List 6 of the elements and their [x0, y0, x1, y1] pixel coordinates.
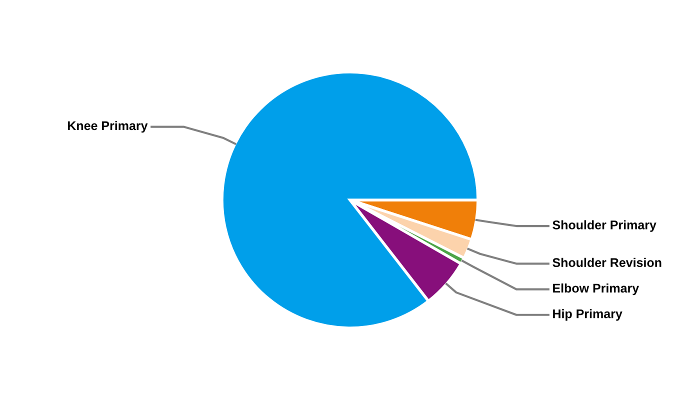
slice-label: Shoulder Revision: [552, 258, 662, 268]
pie-slice: [220, 70, 480, 330]
slice-label: Knee Primary: [68, 120, 148, 133]
slice-label: Elbow Primary: [553, 283, 640, 296]
slice-label: Hip Primary: [553, 309, 622, 321]
slice-label: Shoulder Primary: [552, 220, 656, 232]
